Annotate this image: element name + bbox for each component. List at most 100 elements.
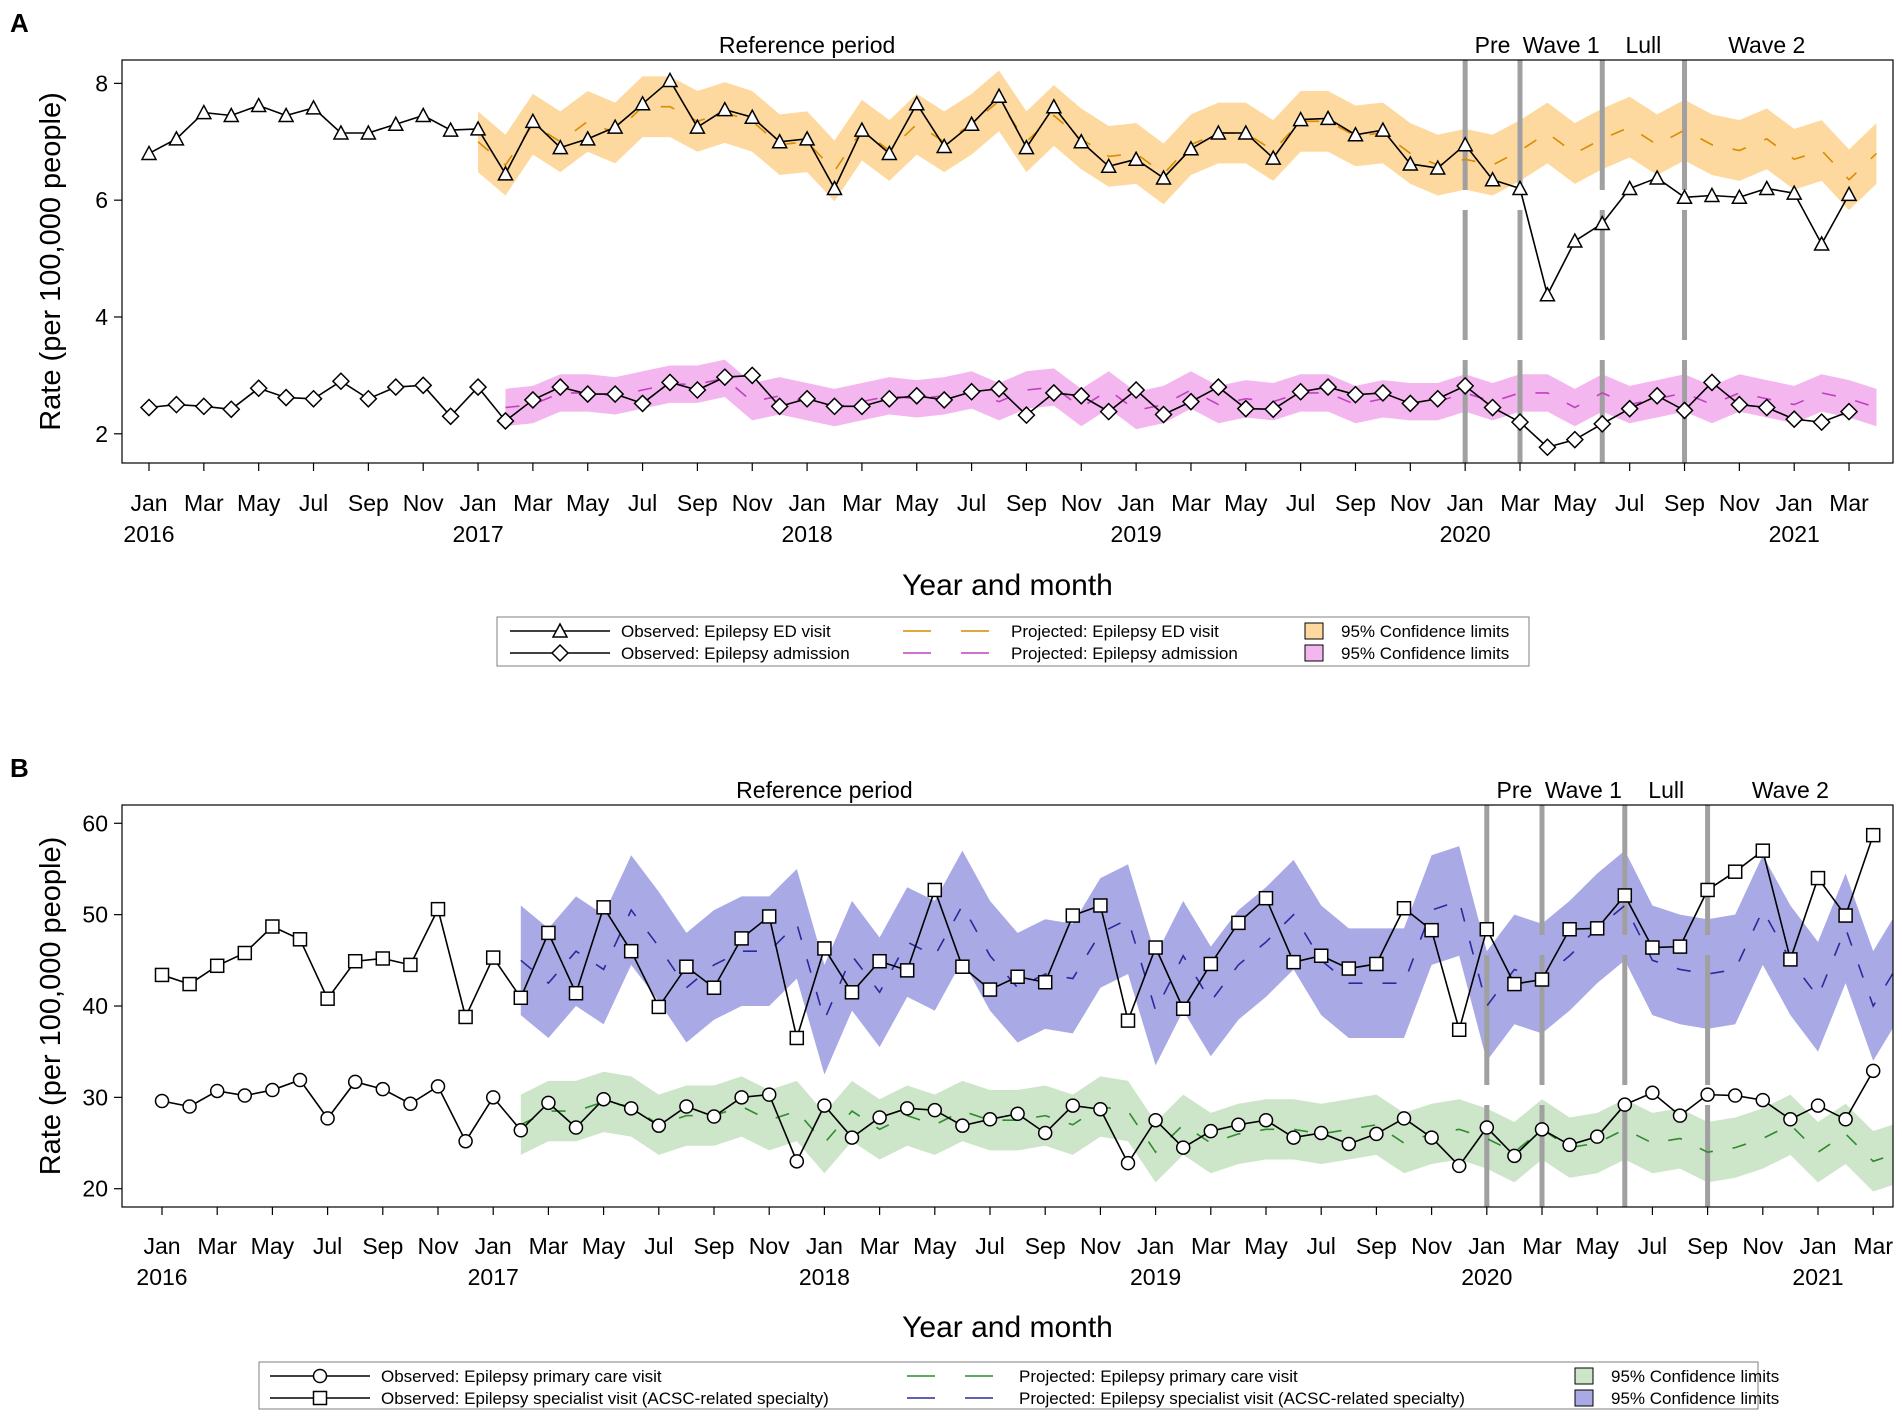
data-point <box>414 376 433 395</box>
data-point <box>1045 98 1063 114</box>
data-point <box>706 980 722 995</box>
data-point <box>1072 386 1091 405</box>
data-point <box>1838 1112 1853 1127</box>
data-point <box>442 121 459 137</box>
data-point <box>1562 1137 1577 1153</box>
x-tick-label: May <box>566 490 610 516</box>
data-point <box>1175 1140 1191 1155</box>
data-point <box>1292 110 1309 127</box>
legend-label: Observed: Epilepsy specialist visit (ACS… <box>381 1389 829 1408</box>
data-point <box>852 397 871 416</box>
x-tick-label: Jan <box>1137 1233 1174 1259</box>
x-tick-label: May <box>251 1233 295 1259</box>
data-point <box>140 144 158 161</box>
data-point <box>1672 939 1688 954</box>
data-point <box>1594 214 1611 231</box>
data-point <box>907 386 926 405</box>
data-point <box>414 106 432 123</box>
x-tick-label: Jul <box>975 1233 1004 1259</box>
data-point <box>386 378 405 397</box>
x-year-label: 2020 <box>1440 521 1491 547</box>
data-point <box>1154 405 1173 424</box>
data-point <box>789 1154 805 1169</box>
data-point <box>360 124 377 140</box>
data-point <box>403 1096 418 1112</box>
period-label: Wave 1 <box>1523 32 1600 58</box>
data-point <box>844 1130 860 1145</box>
x-tick-label: Jan <box>806 1233 843 1259</box>
legend-label: Projected: Epilepsy specialist visit (AC… <box>1019 1389 1465 1408</box>
data-point <box>908 95 926 111</box>
data-point <box>1511 179 1529 196</box>
data-point <box>1258 890 1274 906</box>
data-point <box>1703 186 1721 203</box>
data-point <box>1429 159 1446 175</box>
data-point <box>927 882 943 898</box>
x-tick-label: Jan <box>1799 1233 1836 1259</box>
data-point <box>168 130 185 146</box>
data-point <box>872 953 887 969</box>
data-point <box>1538 438 1557 457</box>
data-point <box>771 133 788 149</box>
data-point <box>469 120 487 136</box>
data-point <box>551 378 570 397</box>
data-point <box>982 1112 998 1127</box>
x-tick-label: Mar <box>529 1233 569 1259</box>
x-tick-label: Mar <box>1500 490 1540 516</box>
data-point <box>935 137 953 154</box>
data-point <box>1810 1098 1826 1113</box>
x-tick-label: Nov <box>749 1233 790 1259</box>
legend-swatch <box>1304 644 1324 662</box>
legend-marker <box>551 622 569 638</box>
period-label: Wave 2 <box>1728 32 1805 58</box>
x-tick-label: Jul <box>313 1233 342 1259</box>
data-point <box>541 925 556 941</box>
data-point <box>606 118 624 134</box>
data-point <box>1700 882 1715 898</box>
data-point <box>1346 385 1365 404</box>
x-tick-label: Mar <box>1171 490 1211 516</box>
data-point <box>1127 380 1146 400</box>
data-point <box>798 389 817 408</box>
data-point <box>1783 1112 1798 1127</box>
data-point <box>1727 1088 1743 1103</box>
data-point <box>1369 956 1384 972</box>
data-point <box>1374 121 1392 137</box>
data-point <box>817 1098 832 1113</box>
data-point <box>194 397 213 416</box>
data-point <box>1175 1001 1191 1016</box>
data-point <box>332 124 350 140</box>
data-point <box>375 1081 391 1097</box>
data-point <box>265 1082 280 1098</box>
legend-marker <box>550 643 570 663</box>
y-axis-title: Rate (per 100,000 people) <box>35 837 67 1176</box>
legend-label: Observed: Epilepsy admission <box>621 644 850 663</box>
data-point <box>1073 133 1090 149</box>
data-point <box>139 398 159 417</box>
data-point <box>743 108 761 124</box>
data-point <box>1456 136 1474 152</box>
data-point <box>1566 232 1584 248</box>
data-point <box>1341 1136 1357 1152</box>
data-point <box>789 1030 805 1046</box>
data-point <box>320 991 335 1006</box>
period-label: Pre <box>1475 32 1511 58</box>
x-tick-label: Mar <box>513 490 553 516</box>
data-point <box>1451 1022 1467 1038</box>
x-year-label: 2018 <box>799 1264 850 1290</box>
data-point <box>1203 956 1219 972</box>
x-tick-label: Mar <box>1522 1233 1562 1259</box>
data-point <box>1396 900 1412 916</box>
data-point <box>1702 373 1722 392</box>
data-point <box>1451 1158 1467 1174</box>
data-point <box>1010 1106 1025 1122</box>
data-point <box>1396 1111 1412 1126</box>
data-point <box>430 901 446 917</box>
data-point <box>880 389 899 408</box>
data-point <box>1264 149 1282 165</box>
period-label: Lull <box>1625 32 1661 58</box>
plot-frame <box>121 59 1894 464</box>
data-point <box>734 931 749 946</box>
data-point <box>182 976 197 992</box>
